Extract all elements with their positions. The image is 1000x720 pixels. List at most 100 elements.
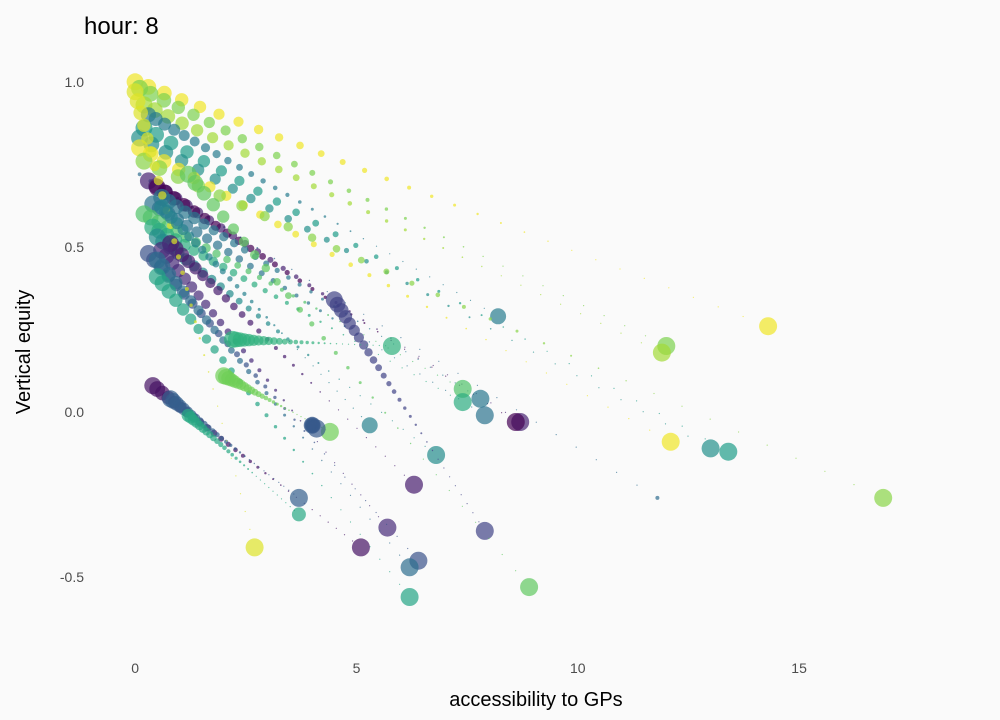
data-point xyxy=(607,406,609,408)
data-point xyxy=(489,328,492,330)
data-point xyxy=(247,319,254,326)
data-point xyxy=(197,270,209,282)
data-point xyxy=(207,132,219,144)
data-point xyxy=(403,228,407,232)
data-point xyxy=(413,374,415,376)
data-point xyxy=(381,325,383,327)
data-point xyxy=(480,314,483,317)
data-point xyxy=(243,362,249,368)
data-point xyxy=(360,344,362,346)
data-point xyxy=(419,348,421,350)
data-point xyxy=(214,438,221,444)
data-point xyxy=(287,339,293,345)
data-point xyxy=(330,327,333,330)
data-point xyxy=(273,477,275,480)
data-point xyxy=(353,332,364,343)
data-point xyxy=(279,287,284,292)
data-point xyxy=(212,150,221,159)
data-point xyxy=(288,489,290,491)
data-point xyxy=(380,372,387,379)
data-point xyxy=(185,313,197,325)
data-point xyxy=(381,349,383,351)
data-point xyxy=(336,390,338,392)
data-point xyxy=(445,375,447,377)
data-point xyxy=(240,246,249,254)
data-point xyxy=(205,253,213,261)
data-point xyxy=(446,374,449,376)
data-point xyxy=(270,337,278,345)
data-point xyxy=(640,342,643,344)
data-point xyxy=(275,165,283,174)
data-point xyxy=(276,329,280,334)
data-point xyxy=(554,363,556,365)
data-point xyxy=(187,108,200,122)
data-point xyxy=(389,360,391,362)
data-point xyxy=(222,445,227,451)
data-point xyxy=(226,440,228,442)
data-point xyxy=(570,354,573,357)
data-point xyxy=(268,486,270,489)
data-point xyxy=(346,188,352,194)
data-point xyxy=(384,455,386,457)
data-point xyxy=(412,360,414,363)
data-point xyxy=(389,253,391,255)
data-point xyxy=(264,472,267,475)
data-point xyxy=(189,136,200,147)
data-point xyxy=(283,222,293,232)
data-point xyxy=(522,275,524,277)
data-point xyxy=(259,393,265,399)
data-point xyxy=(375,511,377,514)
data-point xyxy=(365,500,367,502)
data-point xyxy=(461,256,464,259)
data-point xyxy=(409,280,415,286)
data-point xyxy=(375,446,377,448)
data-point xyxy=(249,358,254,363)
chart-title: hour: 8 xyxy=(84,13,159,40)
data-point xyxy=(590,375,593,377)
data-point xyxy=(227,276,233,282)
data-point xyxy=(331,317,334,320)
data-point xyxy=(465,327,468,330)
data-point xyxy=(386,381,392,387)
data-point xyxy=(320,373,322,375)
data-point xyxy=(258,466,260,468)
data-point xyxy=(297,278,303,284)
x-tick-label: 0 xyxy=(131,660,139,676)
data-point xyxy=(369,356,378,364)
data-point xyxy=(137,118,151,132)
data-point xyxy=(306,301,311,305)
data-point xyxy=(323,215,327,218)
data-point xyxy=(524,338,526,340)
data-point xyxy=(249,528,251,531)
data-point xyxy=(488,537,490,540)
data-point xyxy=(442,284,444,286)
data-point xyxy=(475,521,494,540)
data-point xyxy=(312,219,320,227)
data-point xyxy=(445,316,448,319)
data-point xyxy=(229,443,233,447)
data-point xyxy=(255,401,260,407)
data-point xyxy=(227,183,238,194)
data-point xyxy=(367,273,372,278)
data-point xyxy=(234,175,245,186)
data-point xyxy=(191,226,203,238)
data-point xyxy=(542,342,546,345)
data-point xyxy=(427,446,446,464)
data-point xyxy=(490,308,507,325)
data-point xyxy=(311,341,315,345)
data-point xyxy=(221,422,223,424)
data-point xyxy=(318,309,322,313)
data-point xyxy=(250,250,260,260)
data-point xyxy=(228,347,235,354)
data-point xyxy=(364,259,369,264)
data-point xyxy=(448,489,450,492)
data-point xyxy=(488,317,492,321)
data-point xyxy=(321,297,324,301)
data-point xyxy=(273,257,276,260)
data-point xyxy=(210,345,219,354)
data-point xyxy=(291,268,293,271)
data-point xyxy=(243,464,246,467)
data-point xyxy=(357,256,365,264)
data-point xyxy=(366,344,368,346)
